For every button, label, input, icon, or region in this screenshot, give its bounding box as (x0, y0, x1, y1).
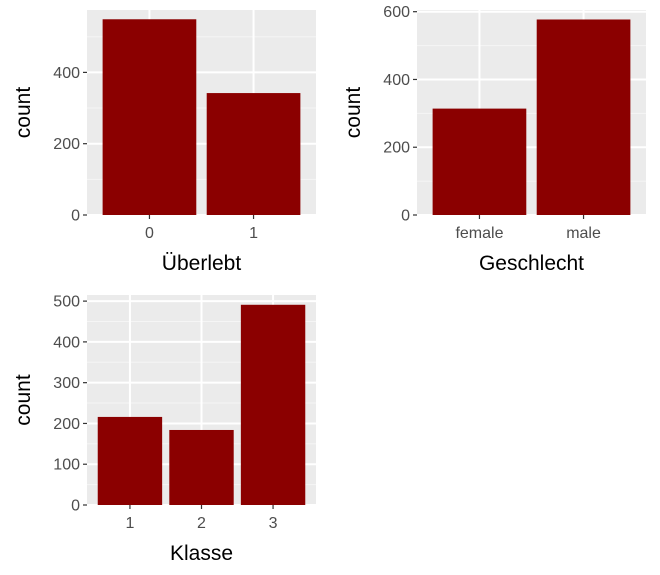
y-tick-label: 600 (383, 4, 410, 21)
y-tick-label: 0 (401, 208, 410, 225)
x-tick-label: 1 (249, 225, 258, 242)
chart-3: 0 100 200 300 400 500 1 2 3 Klasse count (12, 294, 316, 565)
x-axis-title: Überlebt (162, 252, 242, 275)
x-tick-label: female (455, 225, 503, 242)
bar-male (536, 19, 631, 215)
x-tick-label: male (566, 225, 601, 242)
chart-2: 0 200 400 600 female male Geschlecht count (342, 4, 646, 275)
x-tick-label: 1 (125, 515, 134, 532)
y-axis-title: count (12, 374, 35, 426)
bar-1 (206, 93, 301, 215)
y-tick-label: 100 (53, 457, 80, 474)
chart-1: 0 200 400 0 1 Überlebt count (12, 10, 316, 275)
y-tick-label: 200 (53, 136, 80, 153)
x-axis-title: Geschlecht (479, 252, 584, 275)
x-tick-label: 0 (145, 225, 154, 242)
x-tick-label: 2 (197, 515, 206, 532)
x-axis-title: Klasse (170, 542, 233, 565)
y-tick-label: 0 (71, 208, 80, 225)
y-axis-title: count (12, 87, 35, 139)
y-tick-label: 200 (53, 416, 80, 433)
bar-3 (240, 304, 306, 505)
x-tick-label: 3 (269, 515, 278, 532)
y-tick-label: 400 (53, 334, 80, 351)
bar-0 (102, 19, 197, 216)
bar-female (432, 108, 527, 215)
y-tick-label: 0 (71, 498, 80, 515)
bar-1 (97, 416, 163, 505)
y-axis-title: count (342, 87, 365, 139)
y-tick-label: 500 (53, 294, 80, 311)
y-tick-label: 300 (53, 375, 80, 392)
y-tick-label: 400 (383, 72, 410, 89)
y-tick-label: 400 (53, 65, 80, 82)
bar-2 (169, 429, 234, 505)
y-tick-label: 200 (383, 140, 410, 157)
